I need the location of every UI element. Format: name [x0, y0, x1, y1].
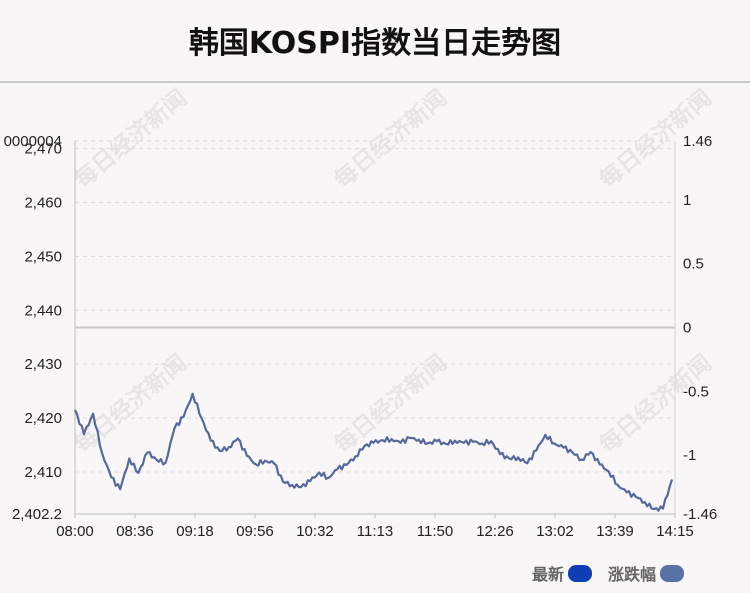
title-divider [0, 81, 750, 83]
y-left-tick-label: 2,420 [24, 410, 62, 427]
x-tick-label: 09:56 [236, 523, 274, 540]
y-left-tick-label: 2,410 [24, 464, 62, 481]
y-right-tick-label: 0 [683, 320, 691, 337]
series-line-latest [74, 392, 674, 512]
y-right-tick-label: -0.5 [683, 383, 709, 400]
y-left-tick-label: 2,430 [24, 356, 62, 373]
y-right-tick-label: 1 [683, 192, 691, 209]
legend-item-latest[interactable]: 最新 [532, 562, 593, 584]
chart-title: 韩国KOSPI指数当日走势图 [188, 26, 562, 61]
legend-swatch-latest [568, 564, 593, 582]
x-tick-label: 08:00 [56, 523, 94, 540]
y-left-tick-label: 2,440 [24, 302, 62, 319]
x-tick-label: 11:13 [357, 523, 393, 540]
y-left-tick-label: 2,450 [24, 248, 62, 265]
y-left-tick-label: 2,460 [24, 194, 62, 211]
x-tick-label: 09:18 [176, 523, 214, 540]
x-tick-label: 12:26 [476, 523, 514, 540]
x-tick-label: 08:36 [116, 523, 154, 540]
x-tick-label: 13:02 [536, 523, 574, 540]
x-tick-label: 14:15 [656, 523, 694, 540]
y-right-tick-label: 0.5 [683, 256, 704, 273]
y-right-tick-label: -1.46 [683, 506, 717, 523]
legend-item-change[interactable]: 涨跌幅 [608, 562, 685, 584]
y-right-tick-label: -1 [683, 447, 696, 464]
y-right-tick-label: 1.46 [683, 133, 712, 150]
legend-label-latest: 最新 [532, 565, 565, 584]
x-tick-label: 11:50 [417, 523, 453, 540]
legend-swatch-change [660, 564, 685, 582]
y-left-tick-label: 0000004 [4, 133, 62, 150]
legend-label-change: 涨跌幅 [608, 565, 657, 584]
y-left-tick-label: 2,402.2 [12, 506, 62, 523]
x-tick-label: 10:32 [296, 523, 334, 540]
x-tick-label: 13:39 [596, 523, 634, 540]
y-left-tick-label: 2,470 [24, 141, 62, 158]
